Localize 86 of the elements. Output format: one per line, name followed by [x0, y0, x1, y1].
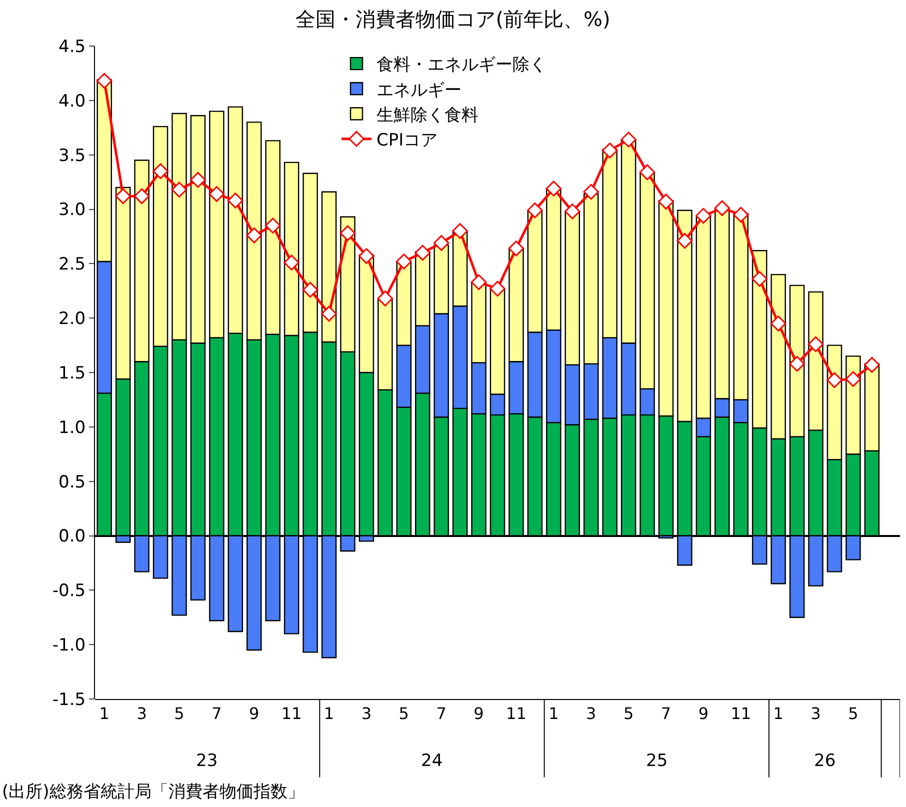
y-tick-label: -1.0 — [52, 636, 86, 656]
point — [752, 271, 768, 287]
point — [714, 200, 730, 216]
point — [284, 254, 300, 270]
point — [190, 172, 206, 188]
text: 25 — [646, 751, 668, 771]
text: 26 — [814, 751, 836, 771]
x-tick-label: 5 — [623, 704, 634, 724]
x-tick-label: 1 — [99, 704, 110, 724]
point — [115, 188, 131, 204]
point — [246, 227, 262, 244]
point — [789, 356, 805, 372]
legend-label: 生鮮除く食料 — [376, 105, 478, 126]
point — [770, 316, 786, 332]
y-tick-label: 3.0 — [58, 200, 86, 220]
y-tick-label: 1.5 — [58, 363, 86, 384]
x-tick-label: 3 — [586, 704, 596, 724]
point — [845, 371, 862, 387]
y-tick-label: 4.0 — [58, 91, 86, 112]
point — [228, 192, 244, 208]
point — [583, 184, 599, 200]
x-tick-label: 1 — [548, 704, 559, 724]
point — [732, 206, 749, 223]
point — [264, 218, 281, 234]
x-tick-label: 7 — [212, 704, 222, 724]
x-tick-label: 7 — [660, 704, 672, 724]
x-tick-label: 5 — [848, 704, 858, 724]
x-tick-label: 9 — [474, 704, 484, 724]
x-tick-label: 3 — [810, 704, 821, 724]
y-tick-label: 0.5 — [58, 472, 86, 492]
point — [470, 274, 487, 290]
point — [134, 188, 150, 204]
y-tick-label: 1.0 — [58, 418, 86, 438]
point — [208, 186, 225, 202]
point — [864, 356, 880, 373]
point — [808, 336, 824, 352]
point — [826, 372, 842, 388]
point — [508, 240, 524, 256]
chart-title: 全国・消費者物価コア(前年比、%) — [296, 7, 610, 32]
y-tick-label: 0.0 — [58, 526, 86, 547]
point — [546, 180, 562, 196]
legend-label: 食料・エネルギー除く — [376, 55, 546, 76]
point — [414, 244, 431, 261]
point — [527, 202, 543, 218]
y-tick-label: 2.5 — [58, 254, 86, 275]
x-tick-label: 5 — [398, 704, 409, 724]
y-tick-label: 4.5 — [58, 36, 86, 57]
point — [433, 235, 450, 251]
point — [96, 72, 112, 89]
x-tick-label: 11 — [506, 704, 526, 724]
y-tick-label: 2.0 — [58, 309, 86, 330]
point — [620, 132, 636, 148]
point — [639, 164, 656, 180]
point — [302, 282, 318, 298]
point — [490, 280, 506, 297]
x-tick-label: 1 — [773, 704, 784, 724]
x-tick-label: 1 — [324, 704, 334, 724]
x-tick-label: 9 — [249, 704, 260, 724]
point — [321, 306, 337, 322]
x-tick-label: 11 — [281, 704, 302, 724]
text: 24 — [421, 751, 443, 771]
point — [564, 204, 580, 220]
x-tick-label: 7 — [436, 704, 446, 724]
x-tick-label: 3 — [361, 704, 372, 724]
y-tick-label: -0.5 — [52, 581, 86, 602]
x-tick-label: 5 — [174, 704, 184, 724]
point — [358, 248, 374, 264]
text: (出所)総務省統計局「消費者物価指数」 — [2, 782, 304, 802]
point — [658, 194, 674, 210]
x-tick-label: 9 — [698, 704, 709, 724]
point — [602, 142, 618, 158]
point — [171, 182, 188, 198]
y-tick-label: 3.5 — [58, 146, 86, 166]
point — [452, 223, 468, 239]
text: 23 — [196, 751, 218, 771]
point — [676, 232, 693, 249]
point — [396, 254, 412, 270]
legend-label: エネルギー — [376, 80, 462, 100]
y-tick-label: -1.5 — [52, 690, 86, 710]
point — [696, 208, 712, 224]
point — [152, 163, 168, 180]
x-tick-label: 3 — [136, 704, 147, 724]
point — [340, 225, 356, 242]
x-tick-label: 11 — [730, 704, 752, 724]
point — [377, 290, 394, 306]
legend-label: CPIコア — [376, 130, 438, 150]
